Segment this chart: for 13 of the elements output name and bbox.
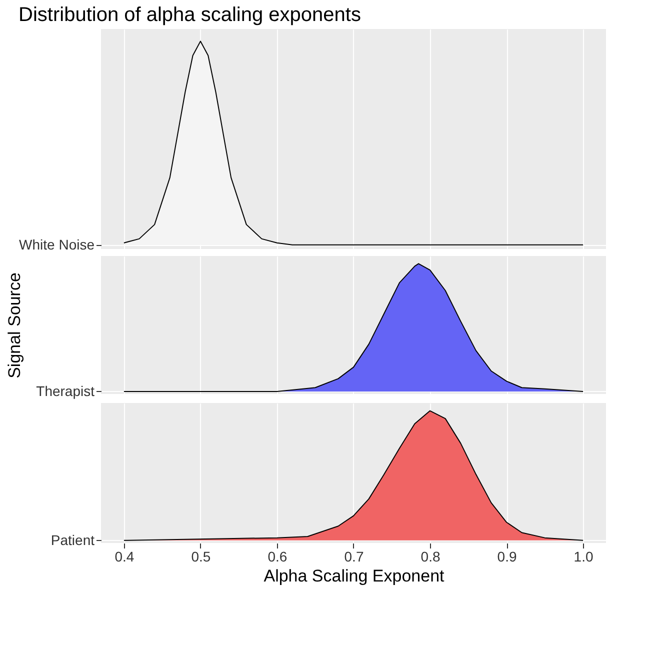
x-tick-label: 0.7 [344,548,364,564]
text: Therapist [36,382,95,399]
x-tick-label: 0.9 [497,548,517,564]
x-tick-label: 0.5 [191,548,211,564]
chart-title: Distribution of alpha scaling exponents [18,4,361,26]
y-axis-title: Signal Source [5,272,24,378]
text: White Noise [19,236,95,252]
x-tick-label: 0.4 [114,548,134,564]
x-tick-label: 0.6 [268,548,288,564]
text: Patient [50,532,95,548]
x-tick-label: 0.8 [420,548,440,564]
x-tick-label: 1.0 [574,548,594,564]
x-axis-title: Alpha Scaling Exponent [264,566,445,586]
